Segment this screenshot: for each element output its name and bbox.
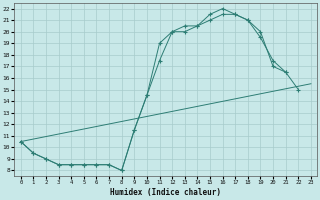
X-axis label: Humidex (Indice chaleur): Humidex (Indice chaleur) [110, 188, 221, 197]
